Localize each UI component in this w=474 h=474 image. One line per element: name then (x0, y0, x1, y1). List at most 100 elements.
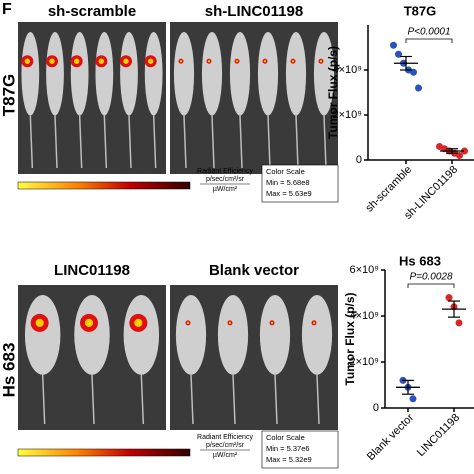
mouse (21, 32, 40, 116)
mouse (123, 295, 160, 375)
tail (54, 115, 58, 169)
mouse (46, 32, 64, 116)
scale-min: Min = 5.68e8 (266, 178, 310, 187)
signal (73, 58, 80, 64)
colorbar-unit: p/sec/cm²/sr (206, 442, 245, 449)
tail (29, 115, 34, 169)
signal (228, 321, 232, 325)
image-label: sh-LINC01198 (205, 3, 303, 20)
significance-bracket (405, 38, 453, 43)
mouse (201, 32, 223, 116)
colorbar (17, 181, 191, 190)
signal (179, 60, 183, 63)
tail (78, 115, 83, 169)
tail (239, 115, 243, 169)
tail (323, 115, 327, 169)
colorbar-title: Radiant Efficiency (197, 434, 253, 441)
chart-title: Hs 683 (399, 253, 441, 268)
y-tick-label: 6×10⁹ (350, 264, 380, 276)
tail (103, 115, 108, 169)
y-tick-label: 0 (373, 402, 379, 414)
chart-title: T87G (404, 3, 437, 18)
tail (91, 374, 95, 425)
scale-title: Color Scale (266, 167, 305, 176)
colorbar-title: Radiant Efficiency (197, 168, 253, 175)
cell-line-label: T87G (0, 74, 18, 117)
cell-line-label: Hs 683 (0, 343, 18, 398)
mouse (144, 32, 163, 116)
p-value: P=0.0028 (409, 272, 453, 283)
tail (295, 115, 299, 169)
signal (84, 318, 94, 327)
tail (267, 115, 271, 169)
scale-title: Color Scale (266, 433, 305, 442)
tail (41, 374, 46, 425)
mouse (285, 32, 307, 116)
signal (98, 58, 105, 64)
mouse (175, 295, 207, 375)
image-label: sh-scramble (48, 3, 136, 20)
mouse (217, 295, 249, 375)
data-point (409, 395, 417, 403)
p-value: P<0.0001 (407, 27, 450, 38)
signal (291, 60, 295, 63)
signal (312, 321, 316, 325)
data-point (390, 41, 397, 49)
mouse (70, 32, 89, 116)
scale-max: Max = 5.63e9 (266, 189, 312, 198)
signal (123, 58, 129, 64)
tail (211, 115, 215, 169)
data-point (415, 84, 422, 92)
signal (49, 58, 55, 64)
x-tick-label: Blank vector (365, 411, 417, 463)
scale-max: Max = 5.32e9 (266, 455, 312, 464)
scale-box (261, 430, 339, 469)
mouse (173, 32, 195, 116)
y-axis-label: Tumor Flux (p/s) (326, 46, 340, 139)
signal (24, 58, 31, 64)
signal (319, 60, 323, 63)
significance-bracket (407, 283, 455, 288)
y-tick-label: 4×10⁹ (350, 310, 380, 322)
mouse (120, 32, 138, 116)
signal (270, 321, 274, 325)
mouse (259, 295, 291, 375)
y-tick-label: 2×10⁹ (350, 356, 380, 368)
tail (128, 115, 132, 169)
signal (35, 318, 44, 327)
mouse (24, 295, 61, 375)
data-point (445, 294, 453, 302)
signal (207, 60, 211, 63)
data-point (461, 147, 468, 155)
mouse-image (170, 22, 338, 174)
scale-min: Min = 5.37e6 (266, 444, 310, 453)
tail (140, 374, 145, 425)
tail (316, 374, 320, 425)
y-tick-label: 0 (356, 154, 362, 166)
signal (147, 58, 154, 64)
mouse (301, 295, 333, 375)
colorbar-unit: µW/cm² (213, 452, 238, 459)
signal (263, 60, 267, 63)
image-label: Blank vector (209, 262, 299, 279)
data-point (455, 319, 463, 327)
mouse-image (18, 22, 166, 174)
y-tick-label: 2×10⁹ (333, 109, 363, 121)
mouse (74, 295, 110, 375)
x-tick-label: sh-scramble (363, 164, 414, 215)
mouse (229, 32, 251, 116)
tail (152, 115, 157, 169)
tail (274, 374, 278, 425)
tail (190, 374, 194, 425)
y-tick-label: 4×10⁹ (333, 64, 363, 76)
signal (134, 318, 143, 327)
y-axis-label: Tumor Flux (p/s) (343, 292, 357, 385)
image-label: LINC01198 (54, 262, 130, 279)
signal (186, 321, 190, 325)
mouse (257, 32, 279, 116)
signal (235, 60, 239, 63)
mouse (95, 32, 114, 116)
colorbar-unit: p/sec/cm²/sr (206, 176, 245, 183)
panel-label: F (2, 1, 12, 18)
